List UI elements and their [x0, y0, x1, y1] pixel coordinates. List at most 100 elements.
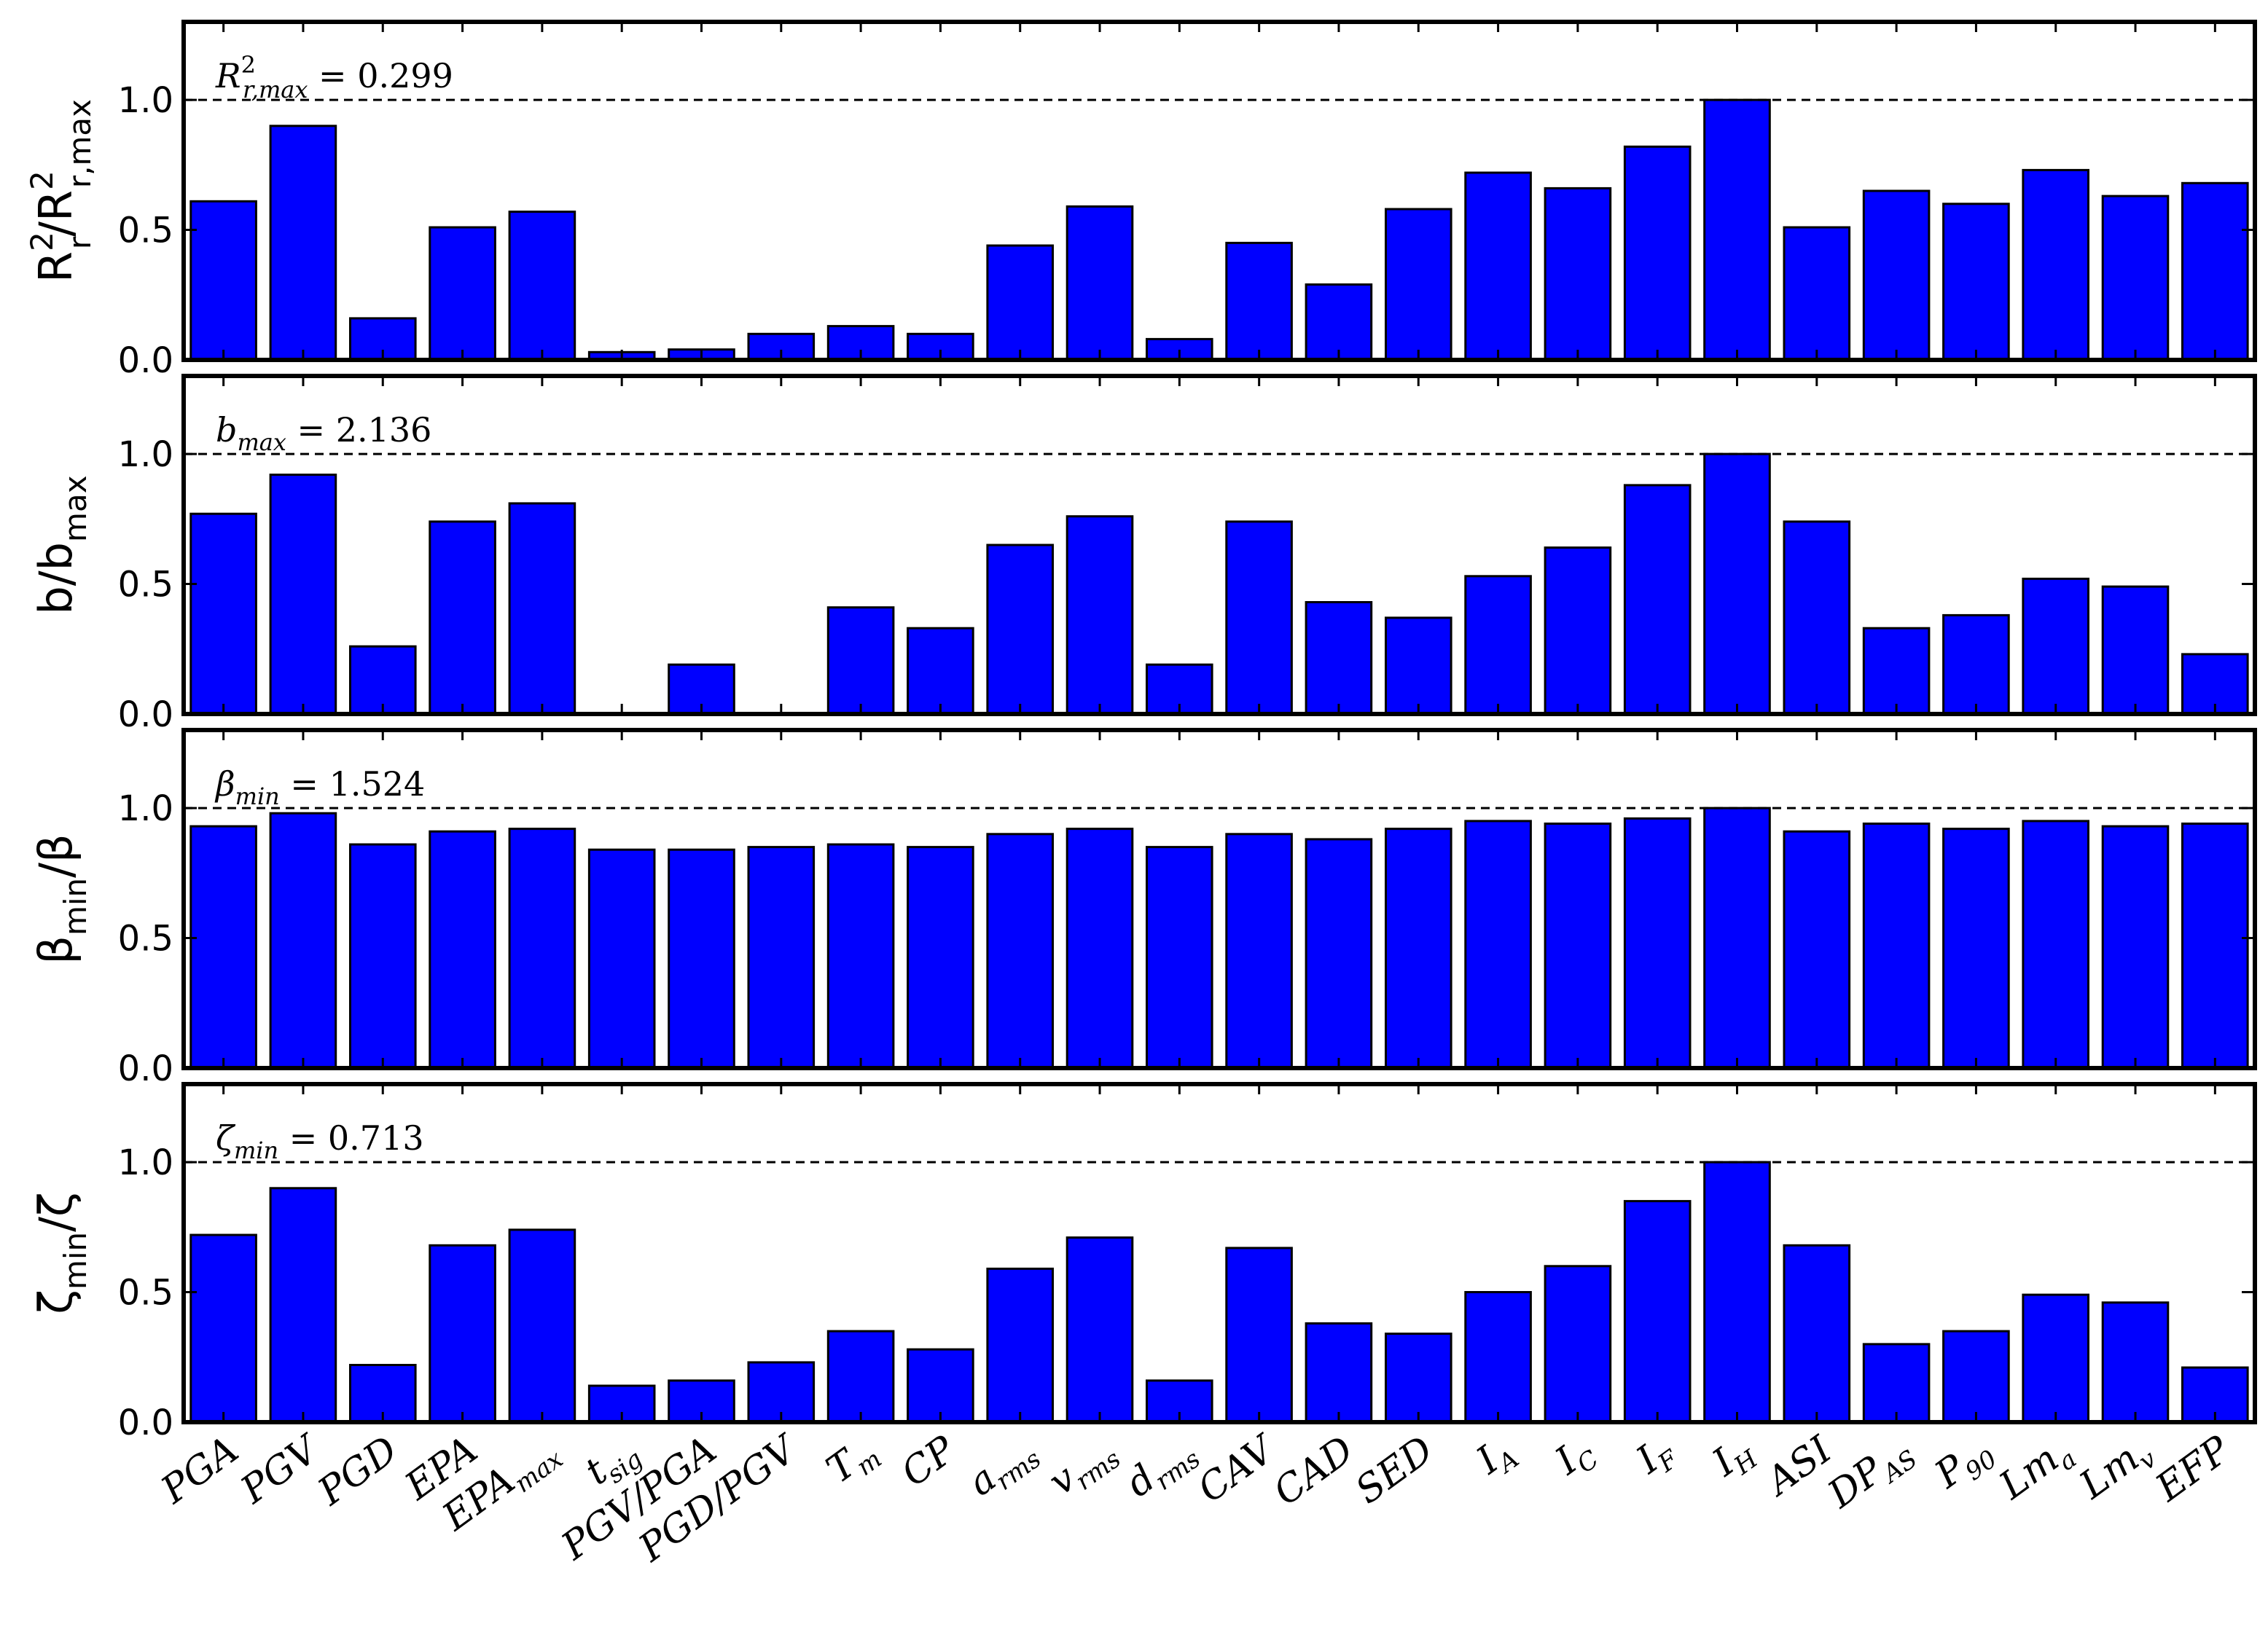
bar-Lm_a: [2022, 577, 2089, 715]
bar-PGV: [269, 1187, 337, 1424]
bar-v_rms: [1065, 1236, 1134, 1424]
bar-PGV: [269, 125, 337, 361]
panel-annotation: ζmin = 0.713: [216, 1118, 424, 1164]
panel-2: 0.0 0.5 1.0 bmax = 2.136 b/bmax: [29, 374, 2257, 735]
bar-P_90: [1942, 828, 2010, 1070]
x-tick-label-Lm_v: Lmv: [2071, 1428, 2162, 1513]
bar-CAV: [1225, 1247, 1293, 1424]
bar-EPA: [429, 520, 496, 715]
y-tick-label: 0.0: [118, 340, 173, 381]
x-tick-label-EFP: EFP: [2148, 1427, 2239, 1510]
y-tick-label: 1.0: [118, 80, 173, 121]
bar-DP_AS: [1862, 1343, 1931, 1424]
y-tick-label: 1.0: [118, 788, 173, 829]
bar-PGD/PGV: [747, 846, 816, 1070]
x-tick-label-I_F: IF: [1628, 1427, 1685, 1487]
bar-PGV/PGA: [668, 848, 735, 1070]
bar-PGA: [189, 512, 257, 715]
y-tick-label: 0.5: [118, 1273, 173, 1314]
bar-I_A: [1464, 1291, 1532, 1424]
bar-EPA_max: [508, 502, 576, 715]
panel-frame: [181, 1082, 2257, 1424]
bar-v_rms: [1065, 515, 1134, 715]
bar-EPA: [429, 226, 496, 361]
x-tick-label-CAV: CAV: [1190, 1426, 1285, 1511]
bar-PGA: [189, 200, 257, 361]
x-tick-label-P_90: P90: [1927, 1428, 2003, 1502]
panel-annotation: R2 r,max = 0.299: [215, 51, 453, 103]
bar-CAD: [1305, 601, 1373, 715]
bar-CAD: [1305, 838, 1373, 1070]
x-tick-label-Lm_a: Lma: [1991, 1428, 2082, 1513]
bar-CP: [907, 846, 974, 1070]
bar-T_m: [826, 606, 895, 715]
bar-I_C: [1544, 823, 1612, 1070]
bar-I_H: [1703, 1161, 1771, 1424]
x-tick-label-PGV: PGV: [232, 1426, 329, 1513]
bar-Lm_v: [2101, 585, 2170, 715]
y-tick-label: 0.5: [118, 919, 173, 960]
y-tick-label: 0.5: [118, 211, 173, 251]
bar-I_A: [1464, 820, 1532, 1070]
bar-d_rms: [1146, 846, 1213, 1070]
bar-CAV: [1225, 241, 1293, 361]
x-tick-label-I_A: IA: [1469, 1428, 1525, 1488]
bar-P_90: [1942, 203, 2010, 361]
bar-I_C: [1544, 546, 1612, 715]
y-tick-label: 0.0: [118, 1048, 173, 1089]
bar-I_C: [1544, 187, 1612, 361]
bar-DP_AS: [1862, 189, 1931, 361]
bar-SED: [1385, 208, 1452, 361]
y-axis-label: ζmin/ζ: [29, 1192, 93, 1314]
panel-annotation: bmax = 2.136: [216, 410, 431, 456]
x-tick-label-I_C: IC: [1547, 1428, 1604, 1488]
x-tick-label-DP_AS: DPAS: [1820, 1428, 1923, 1522]
y-axis-label: b/bmax: [29, 475, 93, 614]
panel-4: 0.0 0.5 1.0 ζmin = 0.713 ζmin/ζ: [29, 1082, 2257, 1443]
bar-EPA_max: [508, 828, 576, 1070]
bar-Lm_v: [2101, 825, 2170, 1070]
x-tick-label-CP: CP: [893, 1427, 964, 1495]
panel-frame: [181, 728, 2257, 1070]
bar-SED: [1385, 1333, 1452, 1424]
bar-I_C: [1544, 1265, 1612, 1424]
x-tick-label-a_rms: arms: [961, 1428, 1047, 1510]
bar-CP: [907, 627, 974, 715]
bar-I_H: [1703, 807, 1771, 1070]
bar-I_H: [1703, 98, 1771, 361]
bar-CAD: [1305, 283, 1373, 361]
bar-Lm_v: [2101, 1301, 2170, 1424]
y-axis-label: R2r/R2r,max: [24, 99, 98, 283]
bar-CP: [907, 1348, 974, 1424]
x-tick-label-d_rms: drms: [1118, 1428, 1205, 1510]
bar-CAV: [1225, 833, 1293, 1070]
x-tick-label-PGD: PGD: [310, 1428, 406, 1515]
bar-ASI: [1783, 1244, 1851, 1424]
bar-I_F: [1623, 145, 1692, 361]
bar-I_A: [1464, 575, 1532, 715]
bar-P_90: [1942, 613, 2010, 715]
x-tick-label-T_m: Tm: [818, 1428, 887, 1496]
y-tick-label: 1.0: [118, 434, 173, 475]
bar-a_rms: [986, 1267, 1055, 1424]
y-tick-label: 0.0: [118, 1402, 173, 1443]
bar-a_rms: [986, 544, 1055, 715]
x-tick-label-v_rms: vrms: [1041, 1428, 1126, 1509]
bar-CAV: [1225, 520, 1293, 715]
bar-PGA: [189, 1233, 257, 1424]
bar-I_H: [1703, 452, 1771, 715]
bar-SED: [1385, 616, 1452, 715]
x-tick-label-I_H: IH: [1704, 1427, 1764, 1490]
bar-PGD: [349, 843, 417, 1070]
bar-a_rms: [986, 833, 1055, 1070]
bar-DP_AS: [1862, 627, 1931, 715]
x-tick-label-CAD: CAD: [1266, 1428, 1362, 1515]
bar-DP_AS: [1862, 823, 1931, 1070]
bar-P_90: [1942, 1330, 2010, 1424]
bar-PGV: [269, 474, 337, 715]
bar-v_rms: [1065, 205, 1134, 361]
bar-Lm_a: [2022, 1293, 2089, 1424]
panel-1: 0.0 0.5 1.0 R2 r,max = 0.299 R2r/R2r,max: [24, 20, 2257, 381]
